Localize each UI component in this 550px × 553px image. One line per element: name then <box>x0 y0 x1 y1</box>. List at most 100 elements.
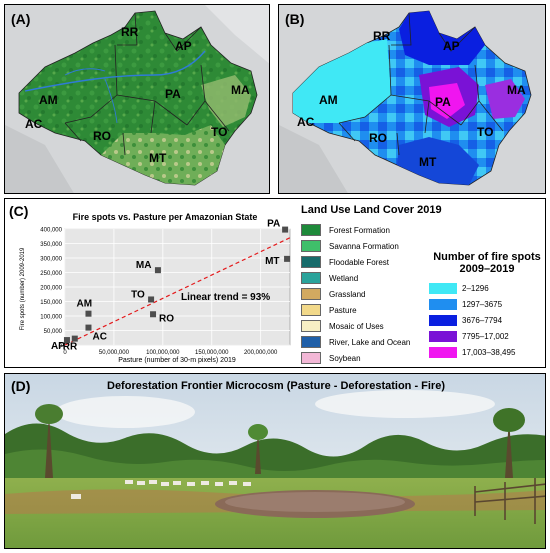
fire-legend-swatch <box>429 314 457 326</box>
x-tick-label: 0 <box>63 350 67 356</box>
land-use-swatch <box>301 240 321 252</box>
state-label-ap: AP <box>175 39 192 53</box>
fire-legend-swatch <box>429 298 457 310</box>
panel-d-label: (D) <box>11 378 31 394</box>
land-use-swatch <box>301 336 321 348</box>
land-use-swatch <box>301 272 321 284</box>
point-label-ac: AC <box>92 332 106 343</box>
panel-a-label: (A) <box>11 11 31 27</box>
land-use-swatch <box>301 320 321 332</box>
trend-label: Linear trend = 93% <box>181 292 270 303</box>
chart-title: Fire spots vs. Pasture per Amazonian Sta… <box>73 212 258 222</box>
state-label-ac: AC <box>25 117 43 131</box>
land-use-swatch <box>301 352 321 364</box>
fire-legend-title-line2: 2009–2019 <box>459 263 515 275</box>
x-tick-label: 150,000,000 <box>195 350 229 356</box>
land-use-legend-item: Floodable Forest <box>301 255 389 269</box>
x-tick-label: 100,000,000 <box>146 350 180 356</box>
fire-legend-title: Number of fire spots 2009–2019 <box>429 251 545 275</box>
state-label-ac: AC <box>297 115 315 129</box>
data-point-am <box>85 310 92 317</box>
fire-spots-map-panel: (B) RR AP AM PA MA AC RO TO MT <box>278 4 546 194</box>
point-label-ma: MA <box>136 260 152 271</box>
land-use-legend-item: River, Lake and Ocean <box>301 335 410 349</box>
land-use-swatch <box>301 256 321 268</box>
state-label-to: TO <box>211 125 228 139</box>
data-point-ap <box>63 337 70 344</box>
land-use-swatch <box>301 304 321 316</box>
data-point-pa <box>282 226 289 233</box>
y-tick-label: 0 <box>59 344 63 350</box>
land-use-swatch <box>301 224 321 236</box>
y-axis-label: Fire spots (number) 2009-2019 <box>20 247 26 330</box>
fire-legend-item: 7795–17,002 <box>429 329 509 343</box>
land-use-label: Savanna Formation <box>329 241 399 251</box>
state-label-pa: PA <box>435 95 451 109</box>
grid-lines <box>64 228 290 346</box>
y-tick-label: 250,000 <box>40 271 62 277</box>
land-use-legend-item: Soybean <box>301 351 361 365</box>
landscape-photo <box>5 374 545 548</box>
data-point-to <box>148 296 155 303</box>
point-label-to: TO <box>131 289 145 300</box>
point-label-am: AM <box>76 299 92 310</box>
fire-legend-item: 1297–3675 <box>429 297 502 311</box>
state-label-am: AM <box>319 93 338 107</box>
y-tick-label: 300,000 <box>40 257 62 263</box>
x-tick-label: 200,000,000 <box>244 350 278 356</box>
fire-legend-label: 1297–3675 <box>462 299 503 309</box>
state-label-ro: RO <box>369 131 387 145</box>
x-tick-label: 50,000,000 <box>99 350 130 356</box>
axis-ticks: 0 50,000 100,000 150,000 200,000 250,000 300,0… <box>40 228 278 357</box>
land-use-label: Soybean <box>329 353 361 363</box>
fire-legend-swatch <box>429 346 457 358</box>
scatter-and-legends-panel: (C) Fire spots vs. Pasture per Amazonian… <box>4 198 546 368</box>
x-axis-label: Pasture (number of 30-m pixels) 2019 <box>118 357 236 364</box>
data-point-mt <box>284 255 291 262</box>
land-use-legend-item: Wetland <box>301 271 358 285</box>
fire-legend-label: 17,003–38,495 <box>462 347 516 357</box>
state-label-am: AM <box>39 93 58 107</box>
state-label-ro: RO <box>93 129 111 143</box>
land-use-label: Mosaic of Uses <box>329 321 384 331</box>
land-use-swatch <box>301 288 321 300</box>
state-label-ma: MA <box>507 83 526 97</box>
point-label-ro: RO <box>159 313 174 324</box>
land-use-legend-item: Savanna Formation <box>301 239 399 253</box>
land-use-legend-title: Land Use Land Cover 2019 <box>301 204 442 216</box>
land-use-label: Floodable Forest <box>329 257 390 267</box>
point-label-ap: AP <box>51 341 65 352</box>
y-tick-label: 350,000 <box>40 242 62 248</box>
state-label-rr: RR <box>373 29 391 43</box>
panel-b-label: (B) <box>285 11 305 27</box>
scatter-chart: Fire spots vs. Pasture per Amazonian Sta… <box>20 212 291 364</box>
state-label-to: TO <box>477 125 494 139</box>
photo-title: Deforestation Frontier Microcosm (Pastur… <box>107 380 445 392</box>
state-label-pa: PA <box>165 87 181 101</box>
data-point-rr <box>71 335 78 342</box>
y-tick-label: 400,000 <box>40 228 62 234</box>
land-use-label: River, Lake and Ocean <box>329 337 411 347</box>
fire-legend-label: 2–1296 <box>462 283 489 293</box>
panel-c-label: (C) <box>9 203 29 219</box>
data-point-ro <box>150 311 157 318</box>
land-cover-map <box>5 5 269 193</box>
land-use-legend-item: Mosaic of Uses <box>301 319 384 333</box>
y-tick-label: 150,000 <box>40 300 62 306</box>
data-point-ma <box>154 267 161 274</box>
fire-legend-item: 2–1296 <box>429 281 489 295</box>
photo-panel: Deforestation Frontier Microcosm (Pastur… <box>4 373 546 549</box>
state-label-rr: RR <box>121 25 139 39</box>
land-use-legend-item: Forest Formation <box>301 223 390 237</box>
land-use-label: Forest Formation <box>329 225 390 235</box>
y-tick-label: 100,000 <box>40 315 62 321</box>
point-label-rr: RR <box>63 342 78 353</box>
fire-legend-item: 17,003–38,495 <box>429 345 515 359</box>
fire-legend-swatch <box>429 330 457 342</box>
fire-legend-label: 7795–17,002 <box>462 331 509 341</box>
state-label-ma: MA <box>231 83 250 97</box>
land-use-label: Wetland <box>329 273 359 283</box>
land-cover-map-panel: (A) RR AP AM PA MA AC RO TO MT <box>4 4 270 194</box>
fire-legend-item: 3676–7794 <box>429 313 502 327</box>
